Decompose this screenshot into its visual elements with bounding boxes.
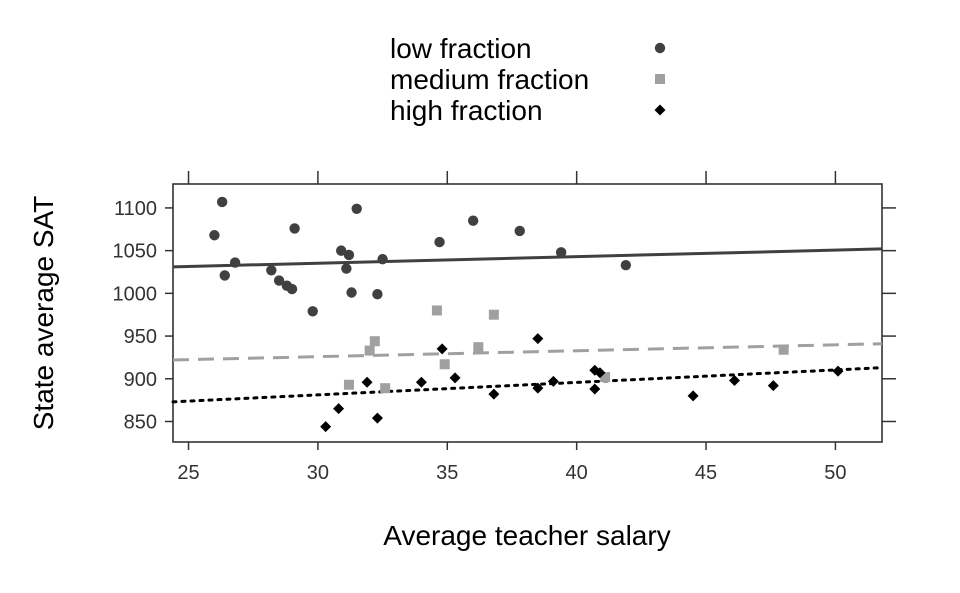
data-point <box>555 247 567 258</box>
y-tick-label: 950 <box>124 326 157 348</box>
data-point <box>341 263 352 274</box>
data-point <box>439 359 450 370</box>
data-point <box>449 372 461 384</box>
data-point <box>778 344 789 355</box>
data-point <box>371 412 383 424</box>
x-tick-label: 50 <box>824 462 846 484</box>
data-point <box>431 305 442 316</box>
y-axis: 850 900 950 1000 1050 1100 <box>113 198 896 433</box>
data-point <box>514 225 525 237</box>
data-point <box>532 333 544 345</box>
x-axis-title: Average teacher salary <box>383 520 670 551</box>
data-point <box>229 257 241 268</box>
data-point <box>687 390 699 402</box>
x-tick-label: 35 <box>436 462 458 484</box>
data-point <box>377 253 388 265</box>
data-point <box>620 259 632 271</box>
data-point <box>729 374 741 386</box>
data-point <box>488 309 499 320</box>
y-tick-label: 1000 <box>113 283 158 305</box>
data-point <box>307 306 318 317</box>
data-point <box>219 270 230 281</box>
data-point <box>467 215 479 226</box>
data-point <box>273 275 285 286</box>
data-point <box>364 345 375 356</box>
legend-label: medium fraction <box>390 64 589 95</box>
data-point <box>589 383 601 395</box>
data-point <box>266 265 277 276</box>
data-point <box>600 372 611 383</box>
data-point <box>436 343 448 355</box>
data-point <box>343 249 355 261</box>
data-point <box>488 388 500 400</box>
legend-label: high fraction <box>390 95 543 126</box>
x-tick-label: 40 <box>566 462 588 484</box>
data-points <box>209 196 844 433</box>
fit-line <box>171 366 884 404</box>
data-point <box>369 336 380 347</box>
data-point <box>320 421 332 433</box>
data-point <box>767 380 779 392</box>
data-point <box>473 342 484 353</box>
data-point <box>434 236 445 248</box>
data-point <box>343 379 354 390</box>
data-point <box>832 365 844 377</box>
data-point <box>547 375 559 387</box>
y-tick-label: 1050 <box>113 241 158 263</box>
y-tick-label: 900 <box>124 369 157 391</box>
data-point <box>532 382 544 394</box>
x-tick-label: 25 <box>177 462 199 484</box>
x-tick-label: 45 <box>695 462 717 484</box>
y-axis-title: State average SAT <box>28 196 59 431</box>
x-tick-label: 30 <box>307 462 329 484</box>
data-point <box>361 376 373 388</box>
data-point <box>289 223 300 234</box>
data-point <box>380 383 391 394</box>
y-tick-label: 850 <box>124 411 157 433</box>
fit-lines <box>171 247 884 404</box>
legend-marker <box>654 104 666 116</box>
data-point <box>216 196 228 208</box>
data-point <box>351 203 362 214</box>
legend-marker <box>655 74 665 84</box>
legend-label: low fraction <box>390 33 532 64</box>
data-point <box>335 245 347 256</box>
x-axis: 25 30 35 40 45 50 <box>177 171 847 484</box>
y-tick-label: 1100 <box>114 198 157 220</box>
data-point <box>372 289 383 300</box>
data-point <box>209 230 220 241</box>
data-point <box>286 283 298 295</box>
data-point <box>333 403 345 415</box>
fit-line <box>172 342 883 362</box>
data-point <box>594 367 606 379</box>
data-point <box>346 287 357 298</box>
legend-marker <box>654 42 666 54</box>
fit-line <box>172 247 883 269</box>
plot-frame <box>172 183 883 443</box>
data-point <box>415 376 427 388</box>
